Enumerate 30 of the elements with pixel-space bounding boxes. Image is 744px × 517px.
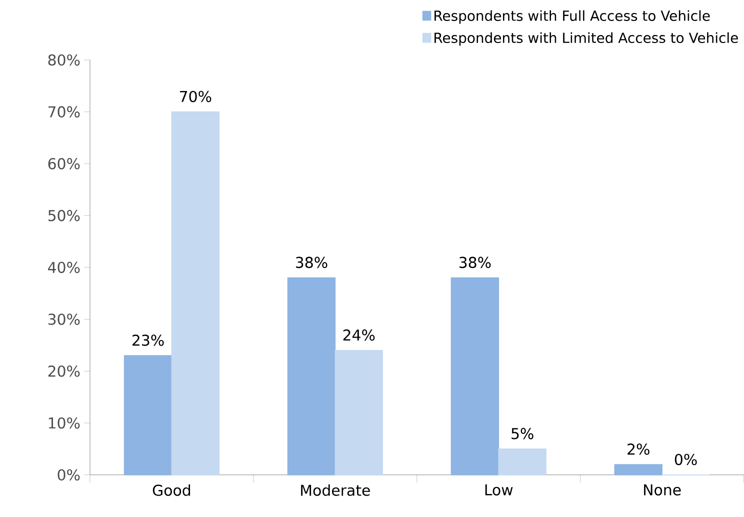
y-tick-label: 10% [48, 417, 80, 429]
x-tick-label: Good [152, 484, 190, 496]
bar [171, 112, 220, 476]
y-tick-label: 80% [48, 54, 80, 66]
bar [334, 350, 383, 476]
data-label: 24% [343, 329, 375, 341]
bar [450, 277, 500, 476]
legend-label: Respondents with Limited Access to Vehicle [434, 32, 738, 46]
y-tick-label: 60% [48, 158, 80, 170]
bar [287, 277, 336, 476]
x-tick-label: Low [485, 484, 513, 496]
bar [498, 448, 546, 476]
x-tick-label: Moderate [301, 484, 370, 496]
y-tick-label: 0% [58, 469, 80, 481]
data-label: 0% [674, 454, 697, 466]
data-label: 23% [132, 334, 164, 346]
y-tick-label: 30% [48, 314, 80, 326]
data-label: 38% [296, 256, 328, 268]
data-label: 38% [459, 256, 491, 268]
data-label: 5% [512, 428, 534, 440]
x-tick-label: None [644, 484, 681, 496]
y-tick-label: 20% [48, 366, 80, 377]
y-tick-label: 50% [48, 210, 80, 222]
y-tick-label: 40% [48, 262, 80, 274]
data-label: 2% [628, 444, 650, 455]
data-label: 70% [180, 90, 212, 102]
bar [124, 355, 172, 476]
legend-label: Respondents with Full Access to Vehicle [434, 10, 710, 24]
y-tick-label: 70% [48, 106, 80, 118]
bar [614, 464, 662, 476]
